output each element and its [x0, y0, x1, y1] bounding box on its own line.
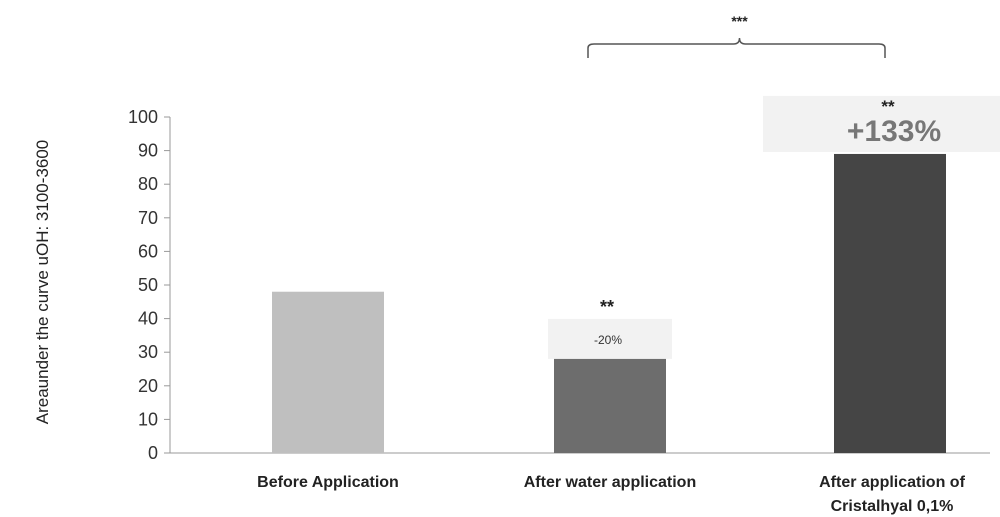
y-axis-ticks: 0 10 20 30 40 50 60 70 80 90 100: [128, 107, 170, 463]
y-axis-title-group: Areaunder the curve uOH: 3100-3600: [33, 140, 52, 424]
percent-label: +133%: [847, 115, 941, 148]
y-tick-label: 50: [138, 275, 158, 295]
significance-stars: **: [881, 97, 895, 116]
y-axis-title: Areaunder the curve uOH: 3100-3600: [33, 140, 52, 424]
bar-1: [272, 291, 384, 453]
percent-box: [763, 95, 1000, 152]
y-tick-label: 60: [138, 241, 158, 261]
category-labels: Before Application After water applicatio…: [257, 474, 965, 515]
bar-2: [554, 358, 666, 453]
significance-stars: **: [600, 297, 614, 317]
y-tick-label: 100: [128, 107, 158, 127]
category-label: After application of: [819, 474, 965, 491]
category-label: After water application: [524, 474, 696, 491]
percent-label: -20%: [594, 333, 622, 347]
y-tick-label: 70: [138, 208, 158, 228]
percent-boxes: [548, 95, 1000, 359]
y-tick-label: 10: [138, 409, 158, 429]
y-tick-label: 0: [148, 443, 158, 463]
bars: [272, 153, 946, 453]
percent-box: [548, 318, 672, 359]
y-tick-label: 40: [138, 309, 158, 329]
annotations: -20%**+133%**: [594, 97, 941, 347]
y-tick-label: 20: [138, 376, 158, 396]
significance-bracket: ***: [587, 13, 886, 58]
bracket-line: [587, 37, 886, 58]
category-label: Cristalhyal 0,1%: [831, 498, 954, 515]
y-tick-label: 90: [138, 141, 158, 161]
category-label: Before Application: [257, 474, 399, 491]
y-tick-label: 80: [138, 174, 158, 194]
bracket-stars: ***: [731, 13, 748, 29]
y-tick-label: 30: [138, 342, 158, 362]
bar-3: [834, 153, 946, 453]
